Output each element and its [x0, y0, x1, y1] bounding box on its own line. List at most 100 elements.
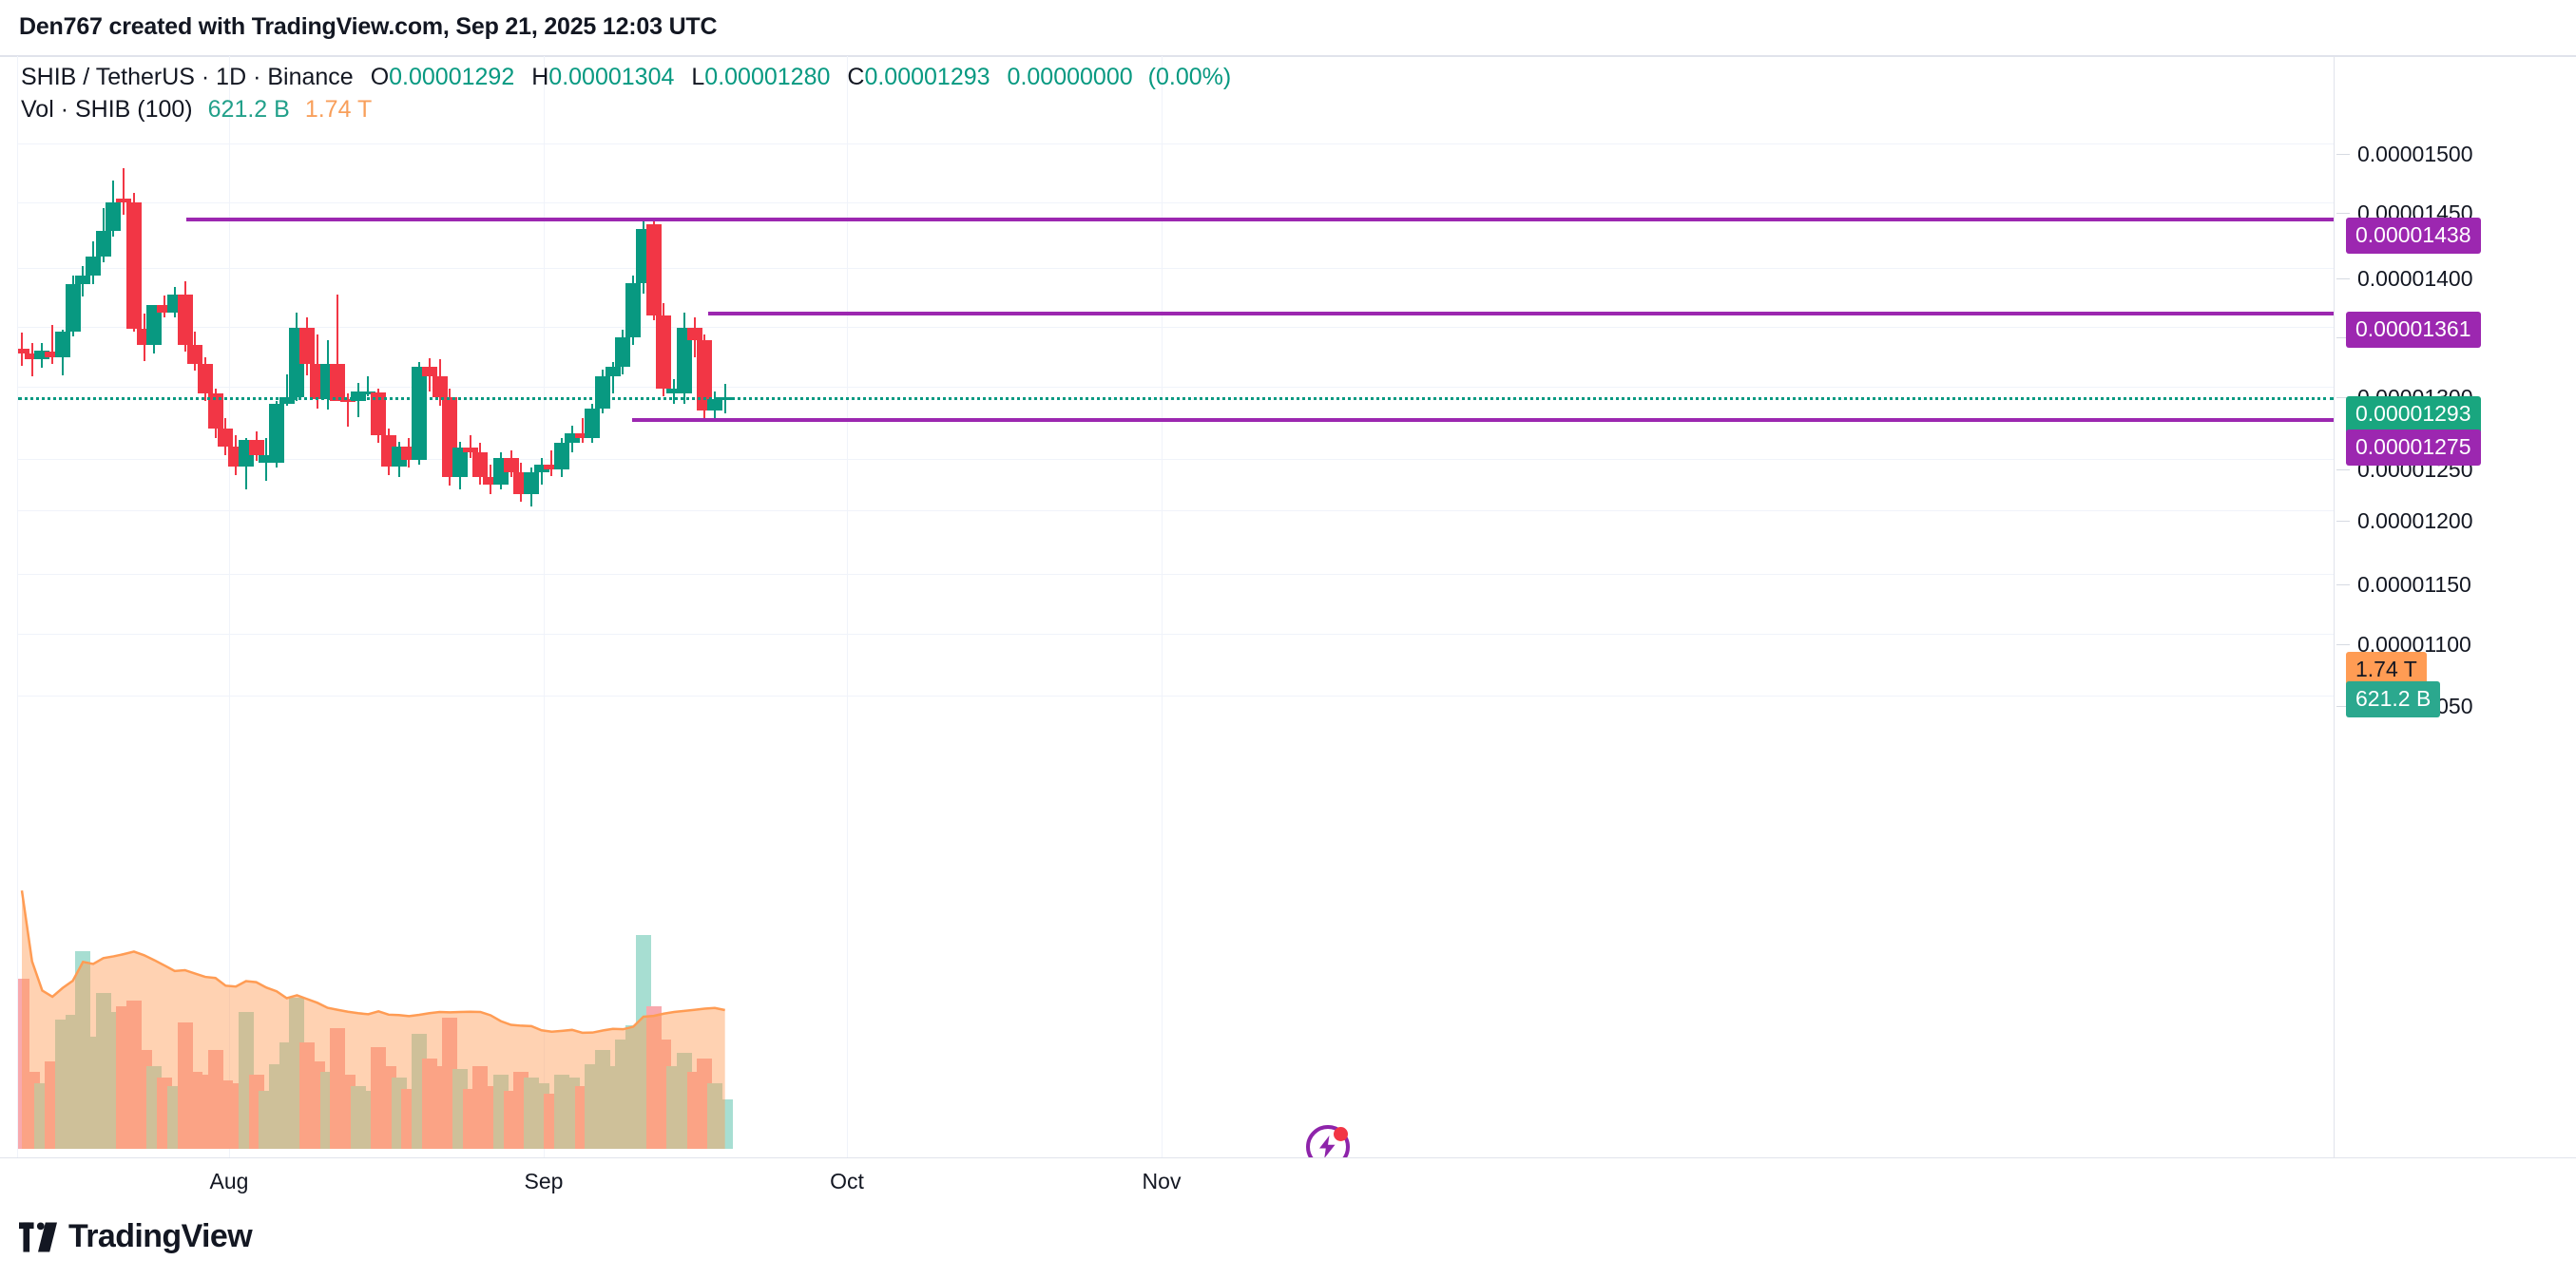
- candle-body: [706, 398, 722, 411]
- candle-body: [65, 284, 81, 332]
- candle-body: [676, 327, 692, 394]
- badge-alert-dot: [1334, 1127, 1348, 1141]
- pane-top-divider: [0, 56, 2576, 57]
- price-tick-label: 0.00001100: [2357, 632, 2471, 657]
- gridline-horizontal: [18, 143, 2334, 144]
- candle-body: [524, 472, 539, 495]
- price-scale[interactable]: 0.000015000.000014500.000014000.00001350…: [2335, 56, 2576, 1158]
- time-axis-label: Oct: [830, 1169, 864, 1193]
- candle-body: [625, 283, 642, 337]
- candle-body: [483, 477, 499, 485]
- candle-body: [24, 353, 40, 360]
- candle-body: [269, 403, 284, 463]
- candle-wick: [336, 294, 339, 367]
- time-axis-label: Nov: [1142, 1169, 1182, 1193]
- candle-body: [86, 256, 102, 277]
- candle-body: [574, 432, 590, 438]
- horizontal-ray[interactable]: [632, 417, 2334, 422]
- candle-body: [95, 230, 111, 257]
- price-tick-dash: [2336, 397, 2350, 398]
- candle-body: [452, 448, 468, 478]
- candle-body: [45, 352, 61, 357]
- price-tick-dash: [2336, 469, 2350, 470]
- plot-area[interactable]: [18, 56, 2334, 1158]
- candle-body: [218, 428, 234, 447]
- candle-body: [605, 366, 621, 377]
- price-pill-resistance-mid[interactable]: 0.00001361: [2346, 312, 2481, 348]
- candle-body: [187, 344, 203, 365]
- volume-bar: [717, 1099, 733, 1149]
- tradingview-wordmark: TradingView: [68, 1218, 253, 1254]
- candle-wick: [469, 435, 471, 458]
- candle-body: [248, 440, 264, 455]
- price-pill-volume-last[interactable]: 621.2 B: [2346, 681, 2441, 717]
- candle-body: [360, 391, 376, 394]
- gridline-horizontal: [18, 327, 2334, 328]
- gridline-vertical: [1162, 56, 1163, 1158]
- volume-ma-area: [20, 889, 725, 1149]
- candle-body: [421, 366, 437, 377]
- candle-wick: [285, 373, 288, 407]
- price-tick-dash: [2336, 521, 2350, 522]
- price-tick-dash: [2336, 278, 2350, 279]
- horizontal-ray[interactable]: [708, 312, 2334, 316]
- attribution-text: Den767 created with TradingView.com, Sep…: [19, 13, 718, 40]
- candle-body: [350, 391, 366, 402]
- gridline-vertical: [544, 56, 545, 1158]
- candle-wick: [30, 343, 33, 377]
- time-axis-label: Aug: [209, 1169, 249, 1193]
- tradingview-logo: TradingView: [19, 1218, 253, 1255]
- time-scale[interactable]: Aug Sep Oct Nov: [0, 1157, 2576, 1208]
- gridline-horizontal: [18, 634, 2334, 635]
- gridline-horizontal: [18, 387, 2334, 388]
- candle-body: [18, 348, 29, 353]
- candle-body: [554, 443, 570, 470]
- horizontal-ray[interactable]: [186, 218, 2334, 222]
- price-pill-support-lower[interactable]: 0.00001275: [2346, 430, 2481, 466]
- candle-wick: [347, 393, 350, 428]
- gridline-horizontal: [18, 510, 2334, 511]
- gridline-horizontal: [18, 459, 2334, 460]
- price-tick-dash: [2336, 706, 2350, 707]
- candle-body: [299, 327, 316, 365]
- gridline-horizontal: [18, 202, 2334, 203]
- price-tick-label: 0.00001500: [2357, 142, 2473, 166]
- candle-body: [472, 452, 489, 478]
- price-tick-dash: [2336, 584, 2350, 585]
- candle-body: [656, 315, 672, 390]
- candle-body: [412, 366, 428, 461]
- candle-body: [585, 408, 601, 438]
- gridline-vertical: [229, 56, 230, 1158]
- price-tick-dash: [2336, 337, 2350, 338]
- candle-body: [371, 392, 387, 436]
- candle-body: [595, 376, 611, 409]
- gridline-horizontal: [18, 268, 2334, 269]
- price-tick-label: 0.00001150: [2357, 572, 2471, 597]
- candle-body: [645, 224, 662, 315]
- candle-body: [697, 339, 713, 411]
- candle-body: [116, 199, 132, 202]
- candle-body: [503, 457, 519, 472]
- candle-body: [279, 397, 295, 404]
- candle-body: [177, 294, 193, 345]
- candle-body: [686, 327, 702, 340]
- candle-body: [533, 465, 549, 472]
- candle-wick: [51, 325, 54, 365]
- candle-wick: [611, 361, 614, 394]
- price-axis-separator: [2334, 56, 2335, 1158]
- candle-body: [207, 393, 223, 429]
- candle-body: [106, 201, 122, 231]
- chart-frame: 0.000015000.000014500.000014000.00001350…: [0, 55, 2576, 1158]
- candle-body: [564, 432, 580, 444]
- gridline-horizontal: [18, 696, 2334, 697]
- candle-body: [330, 364, 346, 402]
- candle-body: [54, 331, 70, 357]
- time-axis-label: Sep: [524, 1169, 564, 1193]
- candle-body: [34, 351, 50, 360]
- candle-body: [157, 305, 173, 314]
- candle-body: [666, 389, 682, 394]
- price-tick-dash: [2336, 644, 2350, 645]
- replay-lightning-badge[interactable]: [1306, 1125, 1350, 1158]
- price-pill-resistance-upper[interactable]: 0.00001438: [2346, 218, 2481, 254]
